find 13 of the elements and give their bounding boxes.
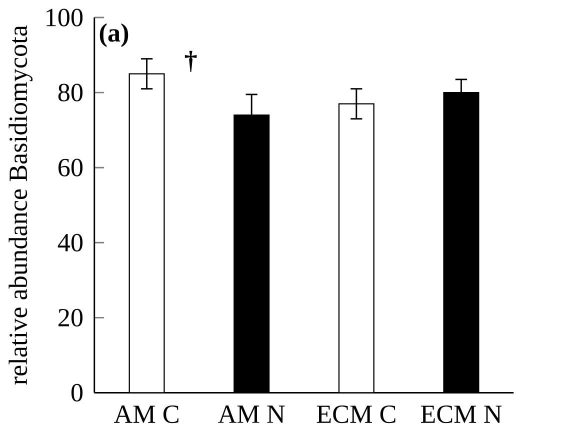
annotation: (a) [100, 23, 128, 48]
annotation: † [184, 50, 197, 72]
x-tick-label: ECM N [420, 405, 502, 424]
y-tick-label: 40 [58, 234, 83, 252]
x-tick-label: AM C [114, 405, 178, 424]
x-tick-label: AM N [218, 405, 285, 423]
y-tick-label: 20 [58, 308, 83, 326]
y-tick-label: 0 [71, 384, 83, 402]
y-tick-label: 60 [58, 158, 83, 176]
y-axis-title: relative abundance Basidiomycota [8, 25, 33, 385]
y-tick-label: 100 [46, 8, 83, 26]
x-tick-label: ECM C [316, 405, 396, 424]
y-tick-label: 80 [58, 84, 83, 102]
